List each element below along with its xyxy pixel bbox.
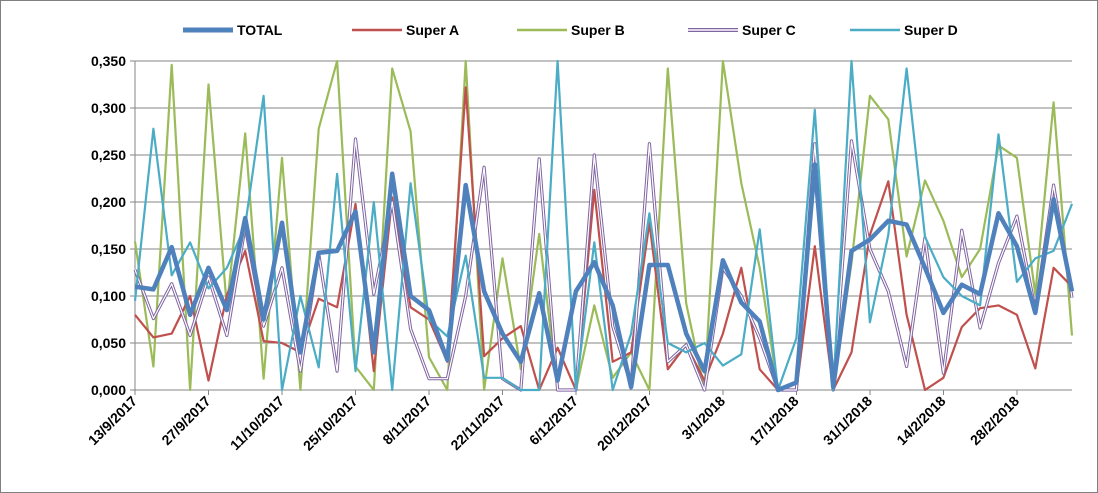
- series-line-super-b: [135, 61, 1072, 390]
- x-tick-label: 22/11/2017: [447, 393, 507, 453]
- x-axis-tick-labels: 13/9/2017 27/9/2017 11/10/2017 25/10/2017 8/…: [85, 393, 1023, 454]
- legend-label-total: TOTAL: [237, 22, 283, 38]
- y-tick-label: 0,350: [91, 53, 126, 69]
- x-tick-label: 3/1/2018: [678, 393, 728, 443]
- x-tick-label: 25/10/2017: [300, 393, 361, 454]
- legend: TOTAL Super A Super B Super C Super D: [183, 22, 958, 38]
- x-tick-label: 11/10/2017: [227, 393, 287, 453]
- y-tick-label: 0,150: [91, 241, 126, 257]
- legend-label-super-a: Super A: [406, 22, 459, 38]
- x-tick-label: 20/12/2017: [594, 393, 655, 454]
- y-tick-label: 0,100: [91, 288, 126, 304]
- x-tick-label: 8/11/2017: [379, 393, 434, 448]
- series-lines: [135, 61, 1072, 390]
- x-tick-label: 28/2/2018: [967, 393, 1023, 449]
- x-tick-label: 17/1/2018: [746, 393, 802, 449]
- x-tick-label: 31/1/2018: [820, 393, 876, 449]
- legend-label-super-d: Super D: [904, 22, 958, 38]
- y-tick-label: 0,000: [91, 382, 126, 398]
- y-tick-label: 0,250: [91, 147, 126, 163]
- y-tick-label: 0,300: [91, 100, 126, 116]
- y-tick-label: 0,200: [91, 194, 126, 210]
- legend-label-super-c: Super C: [742, 22, 796, 38]
- y-tick-label: 0,050: [91, 335, 126, 351]
- x-tick-label: 27/9/2017: [158, 393, 214, 449]
- legend-label-super-b: Super B: [571, 22, 625, 38]
- x-tick-label: 6/12/2017: [526, 393, 582, 449]
- x-tick-label: 13/9/2017: [85, 393, 141, 449]
- x-tick-label: 14/2/2018: [893, 393, 949, 449]
- y-axis-tick-labels: 0,000 0,050 0,100 0,150 0,200 0,250 0,300 0,350: [91, 53, 126, 398]
